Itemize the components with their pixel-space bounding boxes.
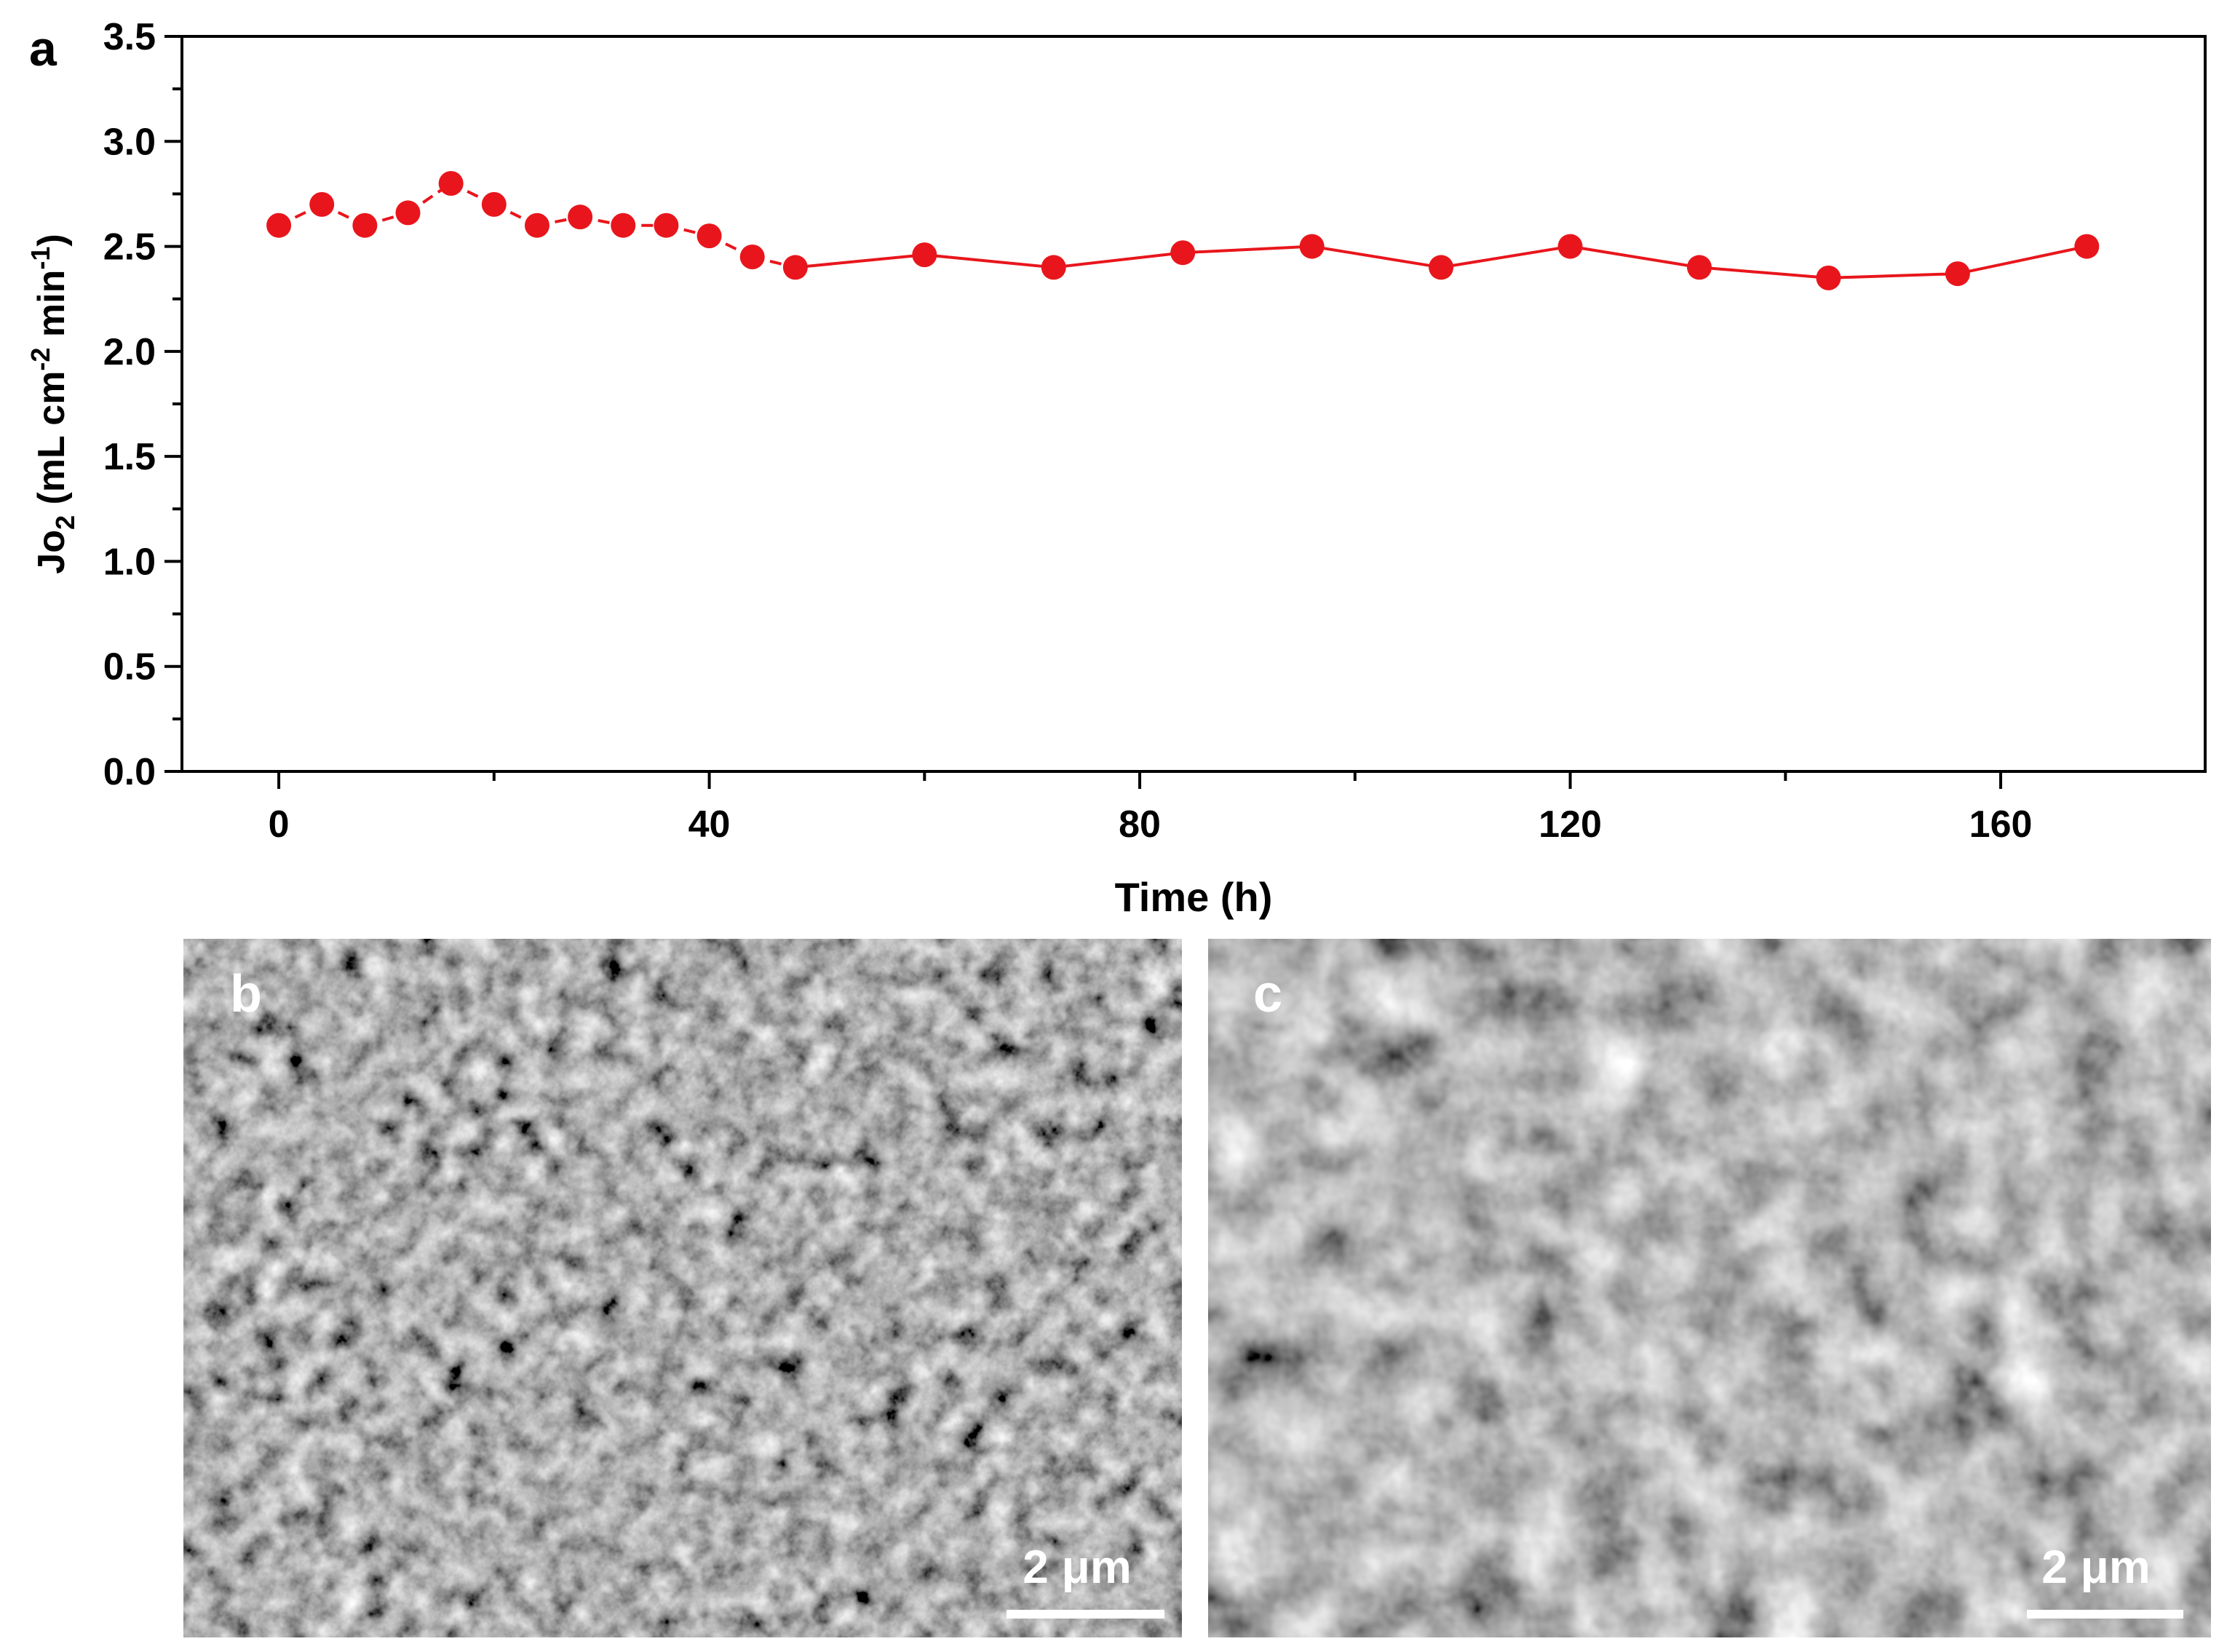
data-point — [696, 223, 722, 249]
panel-a-label: a — [29, 21, 57, 76]
data-point — [611, 213, 636, 238]
y-axis-label-exponent-1: -2 — [25, 348, 55, 371]
x-axis-label: Time (h) — [1115, 874, 1273, 920]
scale-bar-label-b: 2 μm — [1023, 1541, 1131, 1593]
data-point — [739, 245, 765, 269]
x-tick-label-40: 40 — [688, 803, 731, 846]
y-axis-tick-labels: 0.0 0.5 1.0 1.5 2.0 2.5 3.0 3.5 — [103, 16, 156, 793]
data-point — [1816, 265, 1841, 290]
x-tick-label-0: 0 — [269, 803, 290, 846]
data-point — [352, 213, 378, 238]
y-axis-label-exponent-2: -1 — [25, 247, 55, 270]
data-point — [309, 191, 335, 217]
sem-texture-c — [1208, 939, 2211, 1637]
y-axis-label-main: Jo — [31, 530, 73, 574]
panel-a: a 0 40 80 120 160 0.0 0.5 1.0 1.5 2.0 2.5 3.0 3.5 T… — [25, 16, 2207, 920]
y-tick-label-0.5: 0.5 — [103, 646, 156, 688]
data-point — [568, 204, 593, 230]
x-tick-label-80: 80 — [1119, 803, 1161, 846]
data-point — [1687, 255, 1712, 280]
data-point — [266, 213, 292, 238]
y-tick-label-1: 1.0 — [103, 541, 156, 583]
x-axis-ticks — [277, 771, 2003, 789]
panel-c-sem-image: c 2 μm — [1208, 939, 2211, 1637]
scale-bar-c — [2027, 1610, 2183, 1619]
data-point — [481, 191, 507, 217]
data-point — [1170, 240, 1196, 266]
series-segment — [1053, 251, 1183, 269]
y-axis-label-unit-close: ) — [31, 234, 73, 246]
series-segment — [1440, 245, 1571, 269]
data-point — [1557, 234, 1583, 259]
y-tick-label-2: 2.0 — [103, 331, 156, 373]
data-point — [1299, 234, 1325, 259]
panel-c-label: c — [1253, 965, 1282, 1023]
scale-bar-b — [1007, 1610, 1164, 1619]
x-tick-label-120: 120 — [1539, 803, 1602, 846]
series-segment — [1183, 245, 1312, 255]
series-segment — [1699, 266, 1829, 279]
data-point — [1945, 261, 1970, 287]
y-axis-label-unit-open: (mL cm — [31, 371, 73, 515]
y-tick-label-3: 3.0 — [103, 121, 156, 163]
series-segment — [1311, 245, 1442, 269]
panel-b-sem-image: b 2 μm — [183, 939, 1182, 1637]
y-tick-label-2.5: 2.5 — [103, 226, 156, 269]
data-point — [2074, 234, 2100, 259]
series-segment — [1828, 272, 1958, 279]
series-segment — [1570, 245, 1700, 269]
series-segment — [924, 253, 1054, 269]
data-point — [1429, 255, 1454, 280]
data-point — [1041, 255, 1066, 280]
data-point — [654, 213, 679, 238]
x-axis-tick-labels: 0 40 80 120 160 — [269, 803, 2033, 846]
series-points — [266, 171, 2100, 290]
y-tick-label-1.5: 1.5 — [103, 436, 156, 478]
series-segment — [1957, 245, 2087, 276]
sem-texture-b — [183, 939, 1182, 1637]
y-axis-label: Jo2 (mL cm-2 min-1) — [25, 234, 80, 573]
scale-bar-label-c: 2 μm — [2041, 1541, 2150, 1593]
panel-b-label: b — [230, 965, 262, 1023]
y-tick-label-3.5: 3.5 — [103, 16, 156, 58]
x-tick-label-160: 160 — [1969, 803, 2033, 846]
y-axis-label-unit-mid: min — [31, 270, 73, 348]
data-point — [912, 242, 937, 268]
data-point — [524, 213, 549, 238]
series-segment — [795, 253, 925, 269]
data-point — [782, 255, 808, 280]
plot-area-frame — [180, 35, 2207, 773]
data-point — [438, 171, 464, 196]
y-tick-label-0: 0.0 — [103, 751, 156, 793]
y-axis-label-subscript: 2 — [50, 515, 80, 530]
data-point — [395, 200, 421, 226]
y-axis-ticks — [164, 35, 182, 773]
